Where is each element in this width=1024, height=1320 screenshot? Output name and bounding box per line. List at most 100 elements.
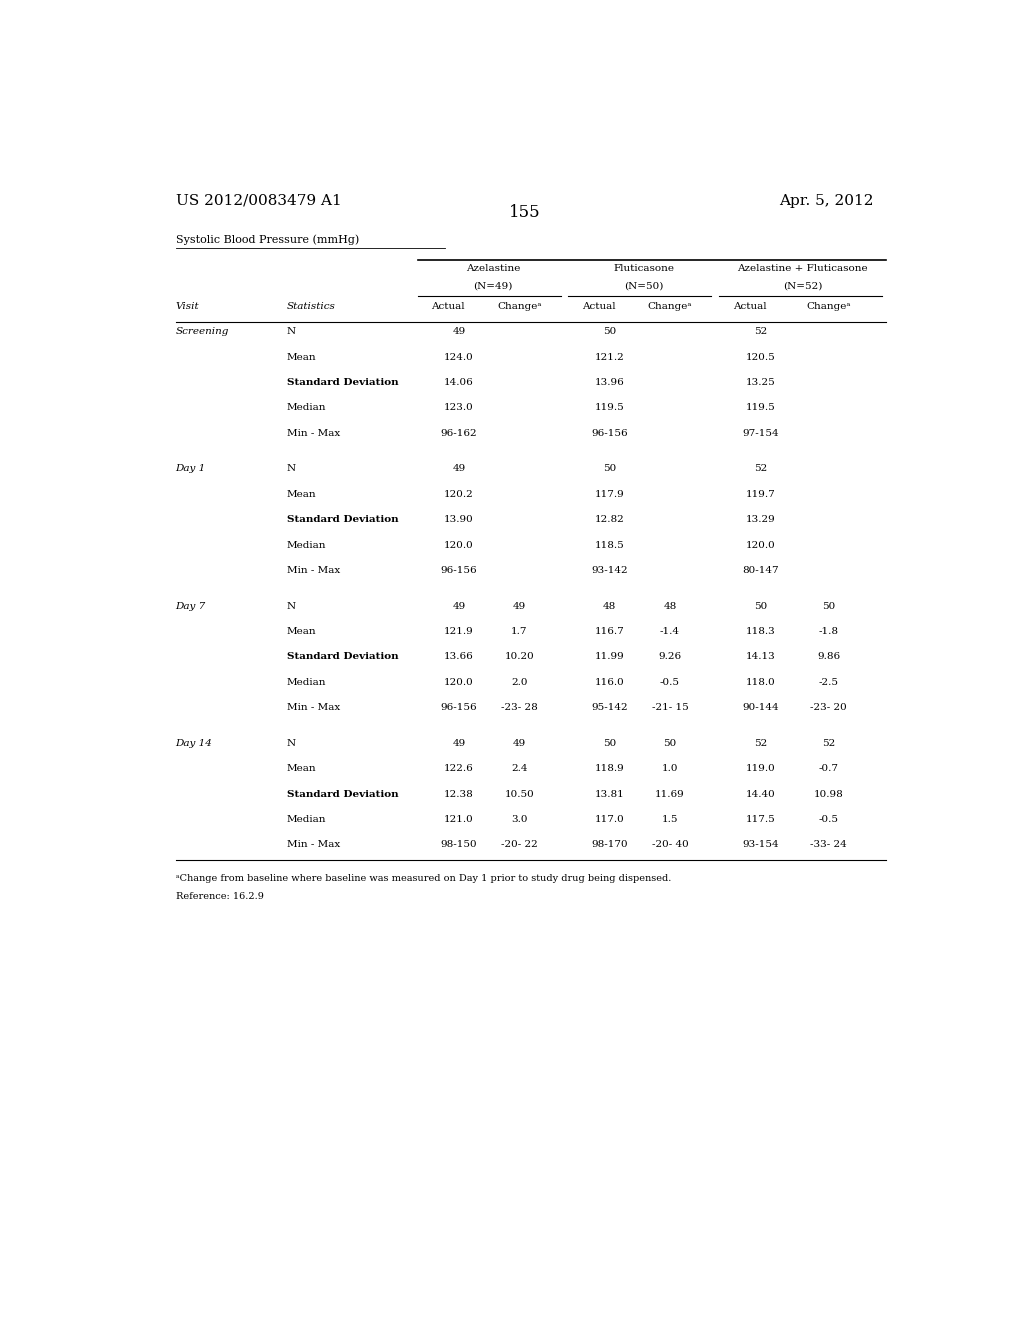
Text: 80-147: 80-147	[742, 566, 779, 576]
Text: 13.81: 13.81	[595, 789, 625, 799]
Text: 10.98: 10.98	[814, 789, 844, 799]
Text: 50: 50	[664, 739, 677, 747]
Text: 119.5: 119.5	[595, 404, 625, 412]
Text: 9.26: 9.26	[658, 652, 682, 661]
Text: 1.5: 1.5	[662, 814, 678, 824]
Text: Changeᵃ: Changeᵃ	[807, 302, 851, 310]
Text: 117.0: 117.0	[595, 814, 625, 824]
Text: 9.86: 9.86	[817, 652, 841, 661]
Text: 13.29: 13.29	[745, 515, 775, 524]
Text: 119.7: 119.7	[745, 490, 775, 499]
Text: 13.66: 13.66	[444, 652, 474, 661]
Text: Azelastine: Azelastine	[466, 264, 520, 273]
Text: Day 1: Day 1	[176, 465, 206, 474]
Text: Mean: Mean	[287, 627, 316, 636]
Text: 52: 52	[754, 465, 767, 474]
Text: -1.8: -1.8	[819, 627, 839, 636]
Text: 10.20: 10.20	[505, 652, 535, 661]
Text: Actual: Actual	[582, 302, 615, 310]
Text: 98-170: 98-170	[592, 841, 628, 849]
Text: 121.9: 121.9	[444, 627, 474, 636]
Text: -23- 20: -23- 20	[810, 704, 847, 713]
Text: 50: 50	[603, 327, 616, 337]
Text: 96-162: 96-162	[440, 429, 477, 438]
Text: N: N	[287, 465, 296, 474]
Text: Median: Median	[287, 677, 327, 686]
Text: Mean: Mean	[287, 764, 316, 774]
Text: Standard Deviation: Standard Deviation	[287, 515, 398, 524]
Text: N: N	[287, 739, 296, 747]
Text: 124.0: 124.0	[444, 352, 474, 362]
Text: Day 14: Day 14	[176, 739, 213, 747]
Text: 118.3: 118.3	[745, 627, 775, 636]
Text: Day 7: Day 7	[176, 602, 206, 611]
Text: 50: 50	[754, 602, 767, 611]
Text: 120.5: 120.5	[745, 352, 775, 362]
Text: Changeᵃ: Changeᵃ	[497, 302, 542, 310]
Text: 93-142: 93-142	[592, 566, 628, 576]
Text: 123.0: 123.0	[444, 404, 474, 412]
Text: -20- 40: -20- 40	[651, 841, 688, 849]
Text: 52: 52	[754, 327, 767, 337]
Text: 122.6: 122.6	[444, 764, 474, 774]
Text: 117.5: 117.5	[745, 814, 775, 824]
Text: 49: 49	[453, 739, 466, 747]
Text: 49: 49	[453, 602, 466, 611]
Text: 2.0: 2.0	[511, 677, 527, 686]
Text: Mean: Mean	[287, 490, 316, 499]
Text: 50: 50	[603, 739, 616, 747]
Text: Apr. 5, 2012: Apr. 5, 2012	[779, 194, 873, 209]
Text: 93-154: 93-154	[742, 841, 779, 849]
Text: Screening: Screening	[176, 327, 229, 337]
Text: (N=49): (N=49)	[473, 281, 513, 290]
Text: 121.0: 121.0	[444, 814, 474, 824]
Text: 120.0: 120.0	[444, 541, 474, 549]
Text: Reference: 16.2.9: Reference: 16.2.9	[176, 892, 263, 902]
Text: Standard Deviation: Standard Deviation	[287, 652, 398, 661]
Text: 116.7: 116.7	[595, 627, 625, 636]
Text: 10.50: 10.50	[505, 789, 535, 799]
Text: Visit: Visit	[176, 302, 200, 310]
Text: Median: Median	[287, 814, 327, 824]
Text: 12.82: 12.82	[595, 515, 625, 524]
Text: 97-154: 97-154	[742, 429, 779, 438]
Text: 1.7: 1.7	[511, 627, 527, 636]
Text: -0.5: -0.5	[660, 677, 680, 686]
Text: N: N	[287, 327, 296, 337]
Text: Systolic Blood Pressure (mmHg): Systolic Blood Pressure (mmHg)	[176, 235, 358, 246]
Text: 48: 48	[664, 602, 677, 611]
Text: Median: Median	[287, 541, 327, 549]
Text: Actual: Actual	[431, 302, 465, 310]
Text: 98-150: 98-150	[440, 841, 477, 849]
Text: N: N	[287, 602, 296, 611]
Text: ᵃChange from baseline where baseline was measured on Day 1 prior to study drug b: ᵃChange from baseline where baseline was…	[176, 874, 671, 883]
Text: 49: 49	[453, 327, 466, 337]
Text: 13.96: 13.96	[595, 378, 625, 387]
Text: 117.9: 117.9	[595, 490, 625, 499]
Text: -0.7: -0.7	[819, 764, 839, 774]
Text: 90-144: 90-144	[742, 704, 779, 713]
Text: Azelastine + Fluticasone: Azelastine + Fluticasone	[737, 264, 868, 273]
Text: 96-156: 96-156	[592, 429, 628, 438]
Text: 50: 50	[822, 602, 836, 611]
Text: Actual: Actual	[732, 302, 766, 310]
Text: -21- 15: -21- 15	[651, 704, 688, 713]
Text: 49: 49	[513, 739, 526, 747]
Text: 52: 52	[822, 739, 836, 747]
Text: US 2012/0083479 A1: US 2012/0083479 A1	[176, 194, 341, 209]
Text: -33- 24: -33- 24	[810, 841, 847, 849]
Text: 120.0: 120.0	[745, 541, 775, 549]
Text: 49: 49	[453, 465, 466, 474]
Text: 50: 50	[603, 465, 616, 474]
Text: -2.5: -2.5	[819, 677, 839, 686]
Text: 11.69: 11.69	[655, 789, 685, 799]
Text: 48: 48	[603, 602, 616, 611]
Text: 118.9: 118.9	[595, 764, 625, 774]
Text: Statistics: Statistics	[287, 302, 336, 310]
Text: 13.90: 13.90	[444, 515, 474, 524]
Text: 96-156: 96-156	[440, 566, 477, 576]
Text: -20- 22: -20- 22	[501, 841, 538, 849]
Text: 13.25: 13.25	[745, 378, 775, 387]
Text: 155: 155	[509, 205, 541, 222]
Text: 118.0: 118.0	[745, 677, 775, 686]
